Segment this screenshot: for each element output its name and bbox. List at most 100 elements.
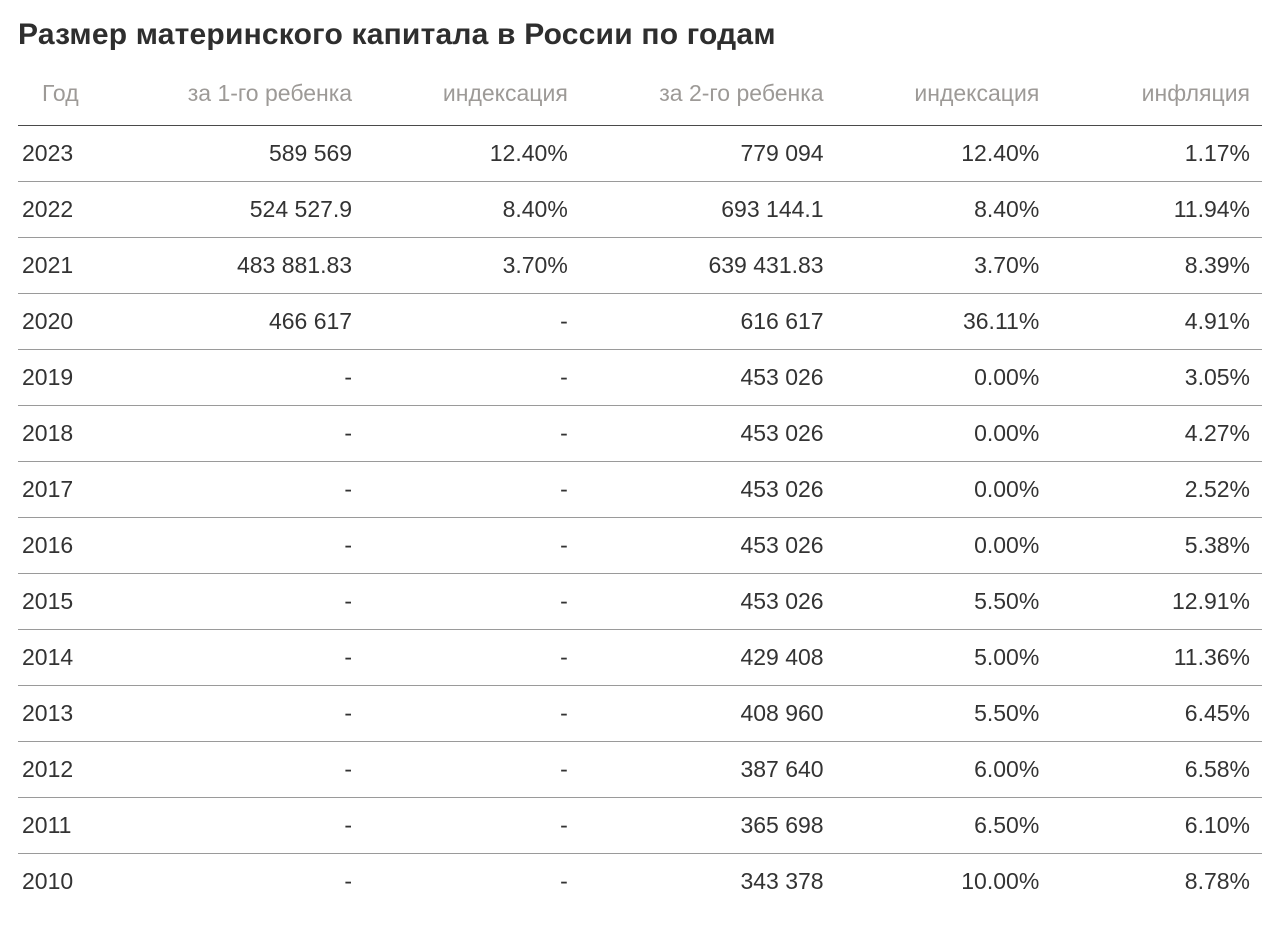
cell-year: 2018 (18, 406, 108, 462)
cell-year: 2011 (18, 798, 108, 854)
cell-inflation: 4.27% (1051, 406, 1262, 462)
cell-index1: - (364, 406, 580, 462)
cell-second_child: 693 144.1 (580, 182, 836, 238)
table-body: 2023589 56912.40%779 09412.40%1.17%20225… (18, 126, 1262, 910)
table-row: 2015--453 0265.50%12.91% (18, 574, 1262, 630)
cell-second_child: 408 960 (580, 686, 836, 742)
cell-index1: 12.40% (364, 126, 580, 182)
cell-inflation: 12.91% (1051, 574, 1262, 630)
cell-second_child: 616 617 (580, 294, 836, 350)
cell-inflation: 8.78% (1051, 854, 1262, 910)
cell-index2: 0.00% (836, 518, 1052, 574)
cell-year: 2014 (18, 630, 108, 686)
cell-first_child: 466 617 (108, 294, 364, 350)
cell-index1: - (364, 574, 580, 630)
cell-index2: 5.50% (836, 686, 1052, 742)
col-header-index2: индексация (836, 66, 1052, 126)
cell-first_child: - (108, 518, 364, 574)
cell-second_child: 343 378 (580, 854, 836, 910)
cell-first_child: 483 881.83 (108, 238, 364, 294)
page-title: Размер материнского капитала в России по… (18, 18, 1262, 52)
cell-inflation: 11.36% (1051, 630, 1262, 686)
cell-index1: - (364, 686, 580, 742)
col-header-year: Год (18, 66, 108, 126)
cell-year: 2021 (18, 238, 108, 294)
cell-second_child: 453 026 (580, 518, 836, 574)
table-row: 2012--387 6406.00%6.58% (18, 742, 1262, 798)
table-row: 2010--343 37810.00%8.78% (18, 854, 1262, 910)
table-row: 2022524 527.98.40%693 144.18.40%11.94% (18, 182, 1262, 238)
cell-first_child: - (108, 462, 364, 518)
cell-index2: 12.40% (836, 126, 1052, 182)
cell-index1: - (364, 350, 580, 406)
cell-first_child: - (108, 630, 364, 686)
cell-inflation: 5.38% (1051, 518, 1262, 574)
cell-index1: - (364, 518, 580, 574)
cell-year: 2010 (18, 854, 108, 910)
cell-inflation: 11.94% (1051, 182, 1262, 238)
cell-year: 2019 (18, 350, 108, 406)
cell-year: 2023 (18, 126, 108, 182)
cell-index2: 36.11% (836, 294, 1052, 350)
cell-first_child: 589 569 (108, 126, 364, 182)
cell-year: 2013 (18, 686, 108, 742)
cell-second_child: 387 640 (580, 742, 836, 798)
cell-first_child: - (108, 350, 364, 406)
cell-index1: - (364, 462, 580, 518)
cell-index2: 0.00% (836, 406, 1052, 462)
table-row: 2019--453 0260.00%3.05% (18, 350, 1262, 406)
cell-second_child: 453 026 (580, 462, 836, 518)
cell-second_child: 639 431.83 (580, 238, 836, 294)
cell-inflation: 6.58% (1051, 742, 1262, 798)
table-row: 2023589 56912.40%779 09412.40%1.17% (18, 126, 1262, 182)
cell-first_child: - (108, 686, 364, 742)
table-row: 2017--453 0260.00%2.52% (18, 462, 1262, 518)
cell-first_child: - (108, 742, 364, 798)
cell-inflation: 4.91% (1051, 294, 1262, 350)
table-row: 2021483 881.833.70%639 431.833.70%8.39% (18, 238, 1262, 294)
cell-index2: 5.00% (836, 630, 1052, 686)
cell-inflation: 8.39% (1051, 238, 1262, 294)
table-row: 2014--429 4085.00%11.36% (18, 630, 1262, 686)
cell-index2: 0.00% (836, 462, 1052, 518)
cell-index2: 8.40% (836, 182, 1052, 238)
cell-inflation: 3.05% (1051, 350, 1262, 406)
cell-inflation: 6.10% (1051, 798, 1262, 854)
cell-index2: 10.00% (836, 854, 1052, 910)
cell-first_child: - (108, 798, 364, 854)
cell-inflation: 1.17% (1051, 126, 1262, 182)
cell-index1: - (364, 630, 580, 686)
cell-second_child: 429 408 (580, 630, 836, 686)
cell-index2: 6.50% (836, 798, 1052, 854)
cell-first_child: 524 527.9 (108, 182, 364, 238)
cell-year: 2022 (18, 182, 108, 238)
cell-index1: 3.70% (364, 238, 580, 294)
col-header-inflation: инфляция (1051, 66, 1262, 126)
table-header-row: Год за 1-го ребенка индексация за 2-го р… (18, 66, 1262, 126)
col-header-second-child: за 2-го ребенка (580, 66, 836, 126)
cell-second_child: 453 026 (580, 350, 836, 406)
cell-second_child: 365 698 (580, 798, 836, 854)
cell-year: 2016 (18, 518, 108, 574)
cell-second_child: 453 026 (580, 406, 836, 462)
cell-index2: 0.00% (836, 350, 1052, 406)
cell-year: 2012 (18, 742, 108, 798)
table-row: 2013--408 9605.50%6.45% (18, 686, 1262, 742)
cell-inflation: 6.45% (1051, 686, 1262, 742)
cell-first_child: - (108, 406, 364, 462)
cell-index1: - (364, 742, 580, 798)
maternity-capital-table: Год за 1-го ребенка индексация за 2-го р… (18, 66, 1262, 909)
cell-index2: 6.00% (836, 742, 1052, 798)
table-row: 2018--453 0260.00%4.27% (18, 406, 1262, 462)
cell-index1: - (364, 294, 580, 350)
col-header-index1: индексация (364, 66, 580, 126)
cell-index1: 8.40% (364, 182, 580, 238)
cell-second_child: 453 026 (580, 574, 836, 630)
cell-year: 2015 (18, 574, 108, 630)
col-header-first-child: за 1-го ребенка (108, 66, 364, 126)
cell-index2: 3.70% (836, 238, 1052, 294)
table-row: 2011--365 6986.50%6.10% (18, 798, 1262, 854)
cell-inflation: 2.52% (1051, 462, 1262, 518)
cell-year: 2020 (18, 294, 108, 350)
cell-second_child: 779 094 (580, 126, 836, 182)
